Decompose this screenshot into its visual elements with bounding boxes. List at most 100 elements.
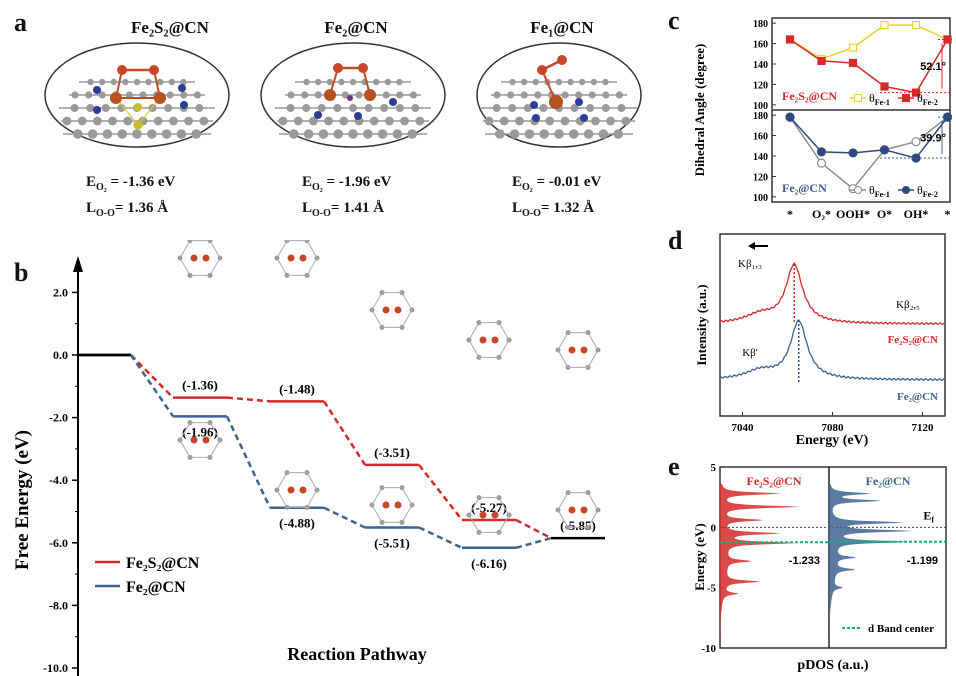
legend-marker: [902, 94, 910, 102]
carbon-atom: [523, 104, 532, 112]
carbon-atom: [348, 129, 358, 139]
carbon-atom: [193, 91, 201, 99]
carbon-atom: [123, 116, 133, 126]
x-tick-label: O₂*: [812, 207, 831, 220]
carbon-atom: [409, 91, 417, 99]
annotation-label: 52.1°: [920, 61, 946, 73]
data-point: [816, 158, 827, 168]
x-tick-label: *: [787, 207, 793, 220]
carbon-atom: [364, 104, 373, 112]
y-tick-label: -10.0: [43, 661, 68, 675]
fe-atom: [190, 436, 198, 444]
carbon-atom: [180, 78, 187, 86]
carbon-atom: [606, 116, 615, 126]
x-tick-label: *: [945, 207, 951, 220]
carbon-atom: [98, 91, 106, 99]
carbon-atom: [122, 78, 129, 86]
energy-connector: [130, 354, 174, 399]
graphene-lattice: [481, 78, 637, 139]
structure-title-fe2s2: Fe₂S₂@CN: [131, 18, 209, 37]
fe-atom: [491, 511, 499, 519]
fe-atom: [580, 506, 588, 514]
carbon-atom: [369, 116, 379, 126]
carbon-atom: [613, 129, 623, 139]
carbon-atom: [180, 91, 188, 99]
annotation-label: 39.9°: [920, 133, 946, 145]
structure-energy-fe2: EO₂ = -1.96 eV LO-O= 1.41 Å: [302, 174, 392, 219]
carbon-atom: [71, 91, 79, 99]
carbon-atom: [184, 116, 194, 126]
carbon-atom: [561, 91, 569, 99]
structure-fe2s2-image: [44, 42, 230, 148]
carbon-atom: [303, 129, 314, 139]
molecule-structure-image: [369, 485, 415, 525]
molecule-structure-image: [466, 495, 512, 535]
energy-value-label: (-5.85): [560, 518, 596, 533]
annotation-kb13: Kβ₁,₃: [738, 258, 762, 270]
spectrum-line: [719, 262, 946, 326]
panel-d-letter: d: [668, 226, 683, 255]
energy-connector: [418, 526, 463, 549]
carbon-atom: [380, 104, 389, 112]
data-point: [911, 137, 921, 147]
y-tick-label: 5: [711, 462, 717, 474]
data-point: [785, 112, 795, 122]
data-point: [785, 35, 795, 44]
energy-value-label: (-3.51): [374, 445, 410, 460]
carbon-atom: [534, 91, 542, 99]
structure-energy-fe2s2: EO₂ = -1.36 eV LO-O= 1.36 Å: [86, 174, 176, 219]
x-tick-label: 7080: [822, 422, 845, 434]
fermi-level-label: Ef: [923, 508, 934, 524]
carbon-atom: [195, 104, 204, 112]
energy-connector: [225, 415, 272, 509]
y-tick-label: 0.0: [53, 348, 68, 362]
carbon-atom: [507, 91, 515, 99]
energy-value-label: (-5.27): [471, 500, 507, 515]
molecule-structure-image: [177, 420, 223, 460]
carbon-atom: [166, 91, 174, 99]
fe-atom: [568, 506, 576, 514]
series-label: Fe₂S₂@CN: [746, 474, 801, 488]
series-label: Fe₂@CN: [866, 474, 911, 488]
y-tick-label: 120: [753, 172, 768, 183]
carbon-atom: [326, 78, 333, 86]
carbon-atom: [99, 78, 106, 86]
carbon-atom: [575, 91, 583, 99]
fe-atom: [299, 254, 307, 262]
carbon-atom: [161, 129, 172, 139]
carbon-atom: [85, 91, 93, 99]
fe-atom: [202, 436, 210, 444]
carbon-atom: [382, 91, 390, 99]
carbon-atom: [153, 116, 163, 126]
fe-atom: [382, 501, 390, 509]
carbon-atom: [569, 129, 579, 139]
carbon-atom: [539, 129, 549, 139]
carbon-atom: [554, 129, 564, 139]
d-band-center-value: -1.233: [789, 555, 820, 567]
carbon-atom: [341, 91, 349, 99]
structure-title-fe1: Fe₁@CN: [530, 18, 594, 37]
y-tick-label: 180: [753, 19, 768, 30]
energy-connector: [129, 354, 175, 418]
spectrum-line: [719, 319, 946, 382]
carbon-atom: [164, 104, 173, 112]
fe-atom: [287, 486, 295, 494]
carbon-atom: [73, 129, 83, 139]
ring: [557, 492, 599, 528]
carbon-atom: [590, 78, 597, 86]
carbon-atom: [169, 116, 178, 126]
carbon-atom: [355, 91, 363, 99]
carbon-atom: [333, 129, 343, 139]
y-tick-label: 140: [753, 60, 768, 71]
y-axis-label: Intensity (a.u.): [694, 284, 709, 365]
fe-atom: [568, 346, 576, 354]
energy-value-label: (-1.96): [182, 424, 218, 439]
carbon-atom: [583, 129, 594, 139]
subplot-label: Fe₂@CN: [782, 181, 827, 195]
carbon-atom: [395, 104, 404, 112]
energy-connector: [418, 464, 463, 521]
carbon-atom: [145, 78, 152, 86]
x-axis-label: Reaction Pathway: [287, 644, 426, 664]
legend-label: θFe-2: [917, 183, 938, 199]
annotation-kb25: Kβ₂,₅: [896, 299, 920, 311]
